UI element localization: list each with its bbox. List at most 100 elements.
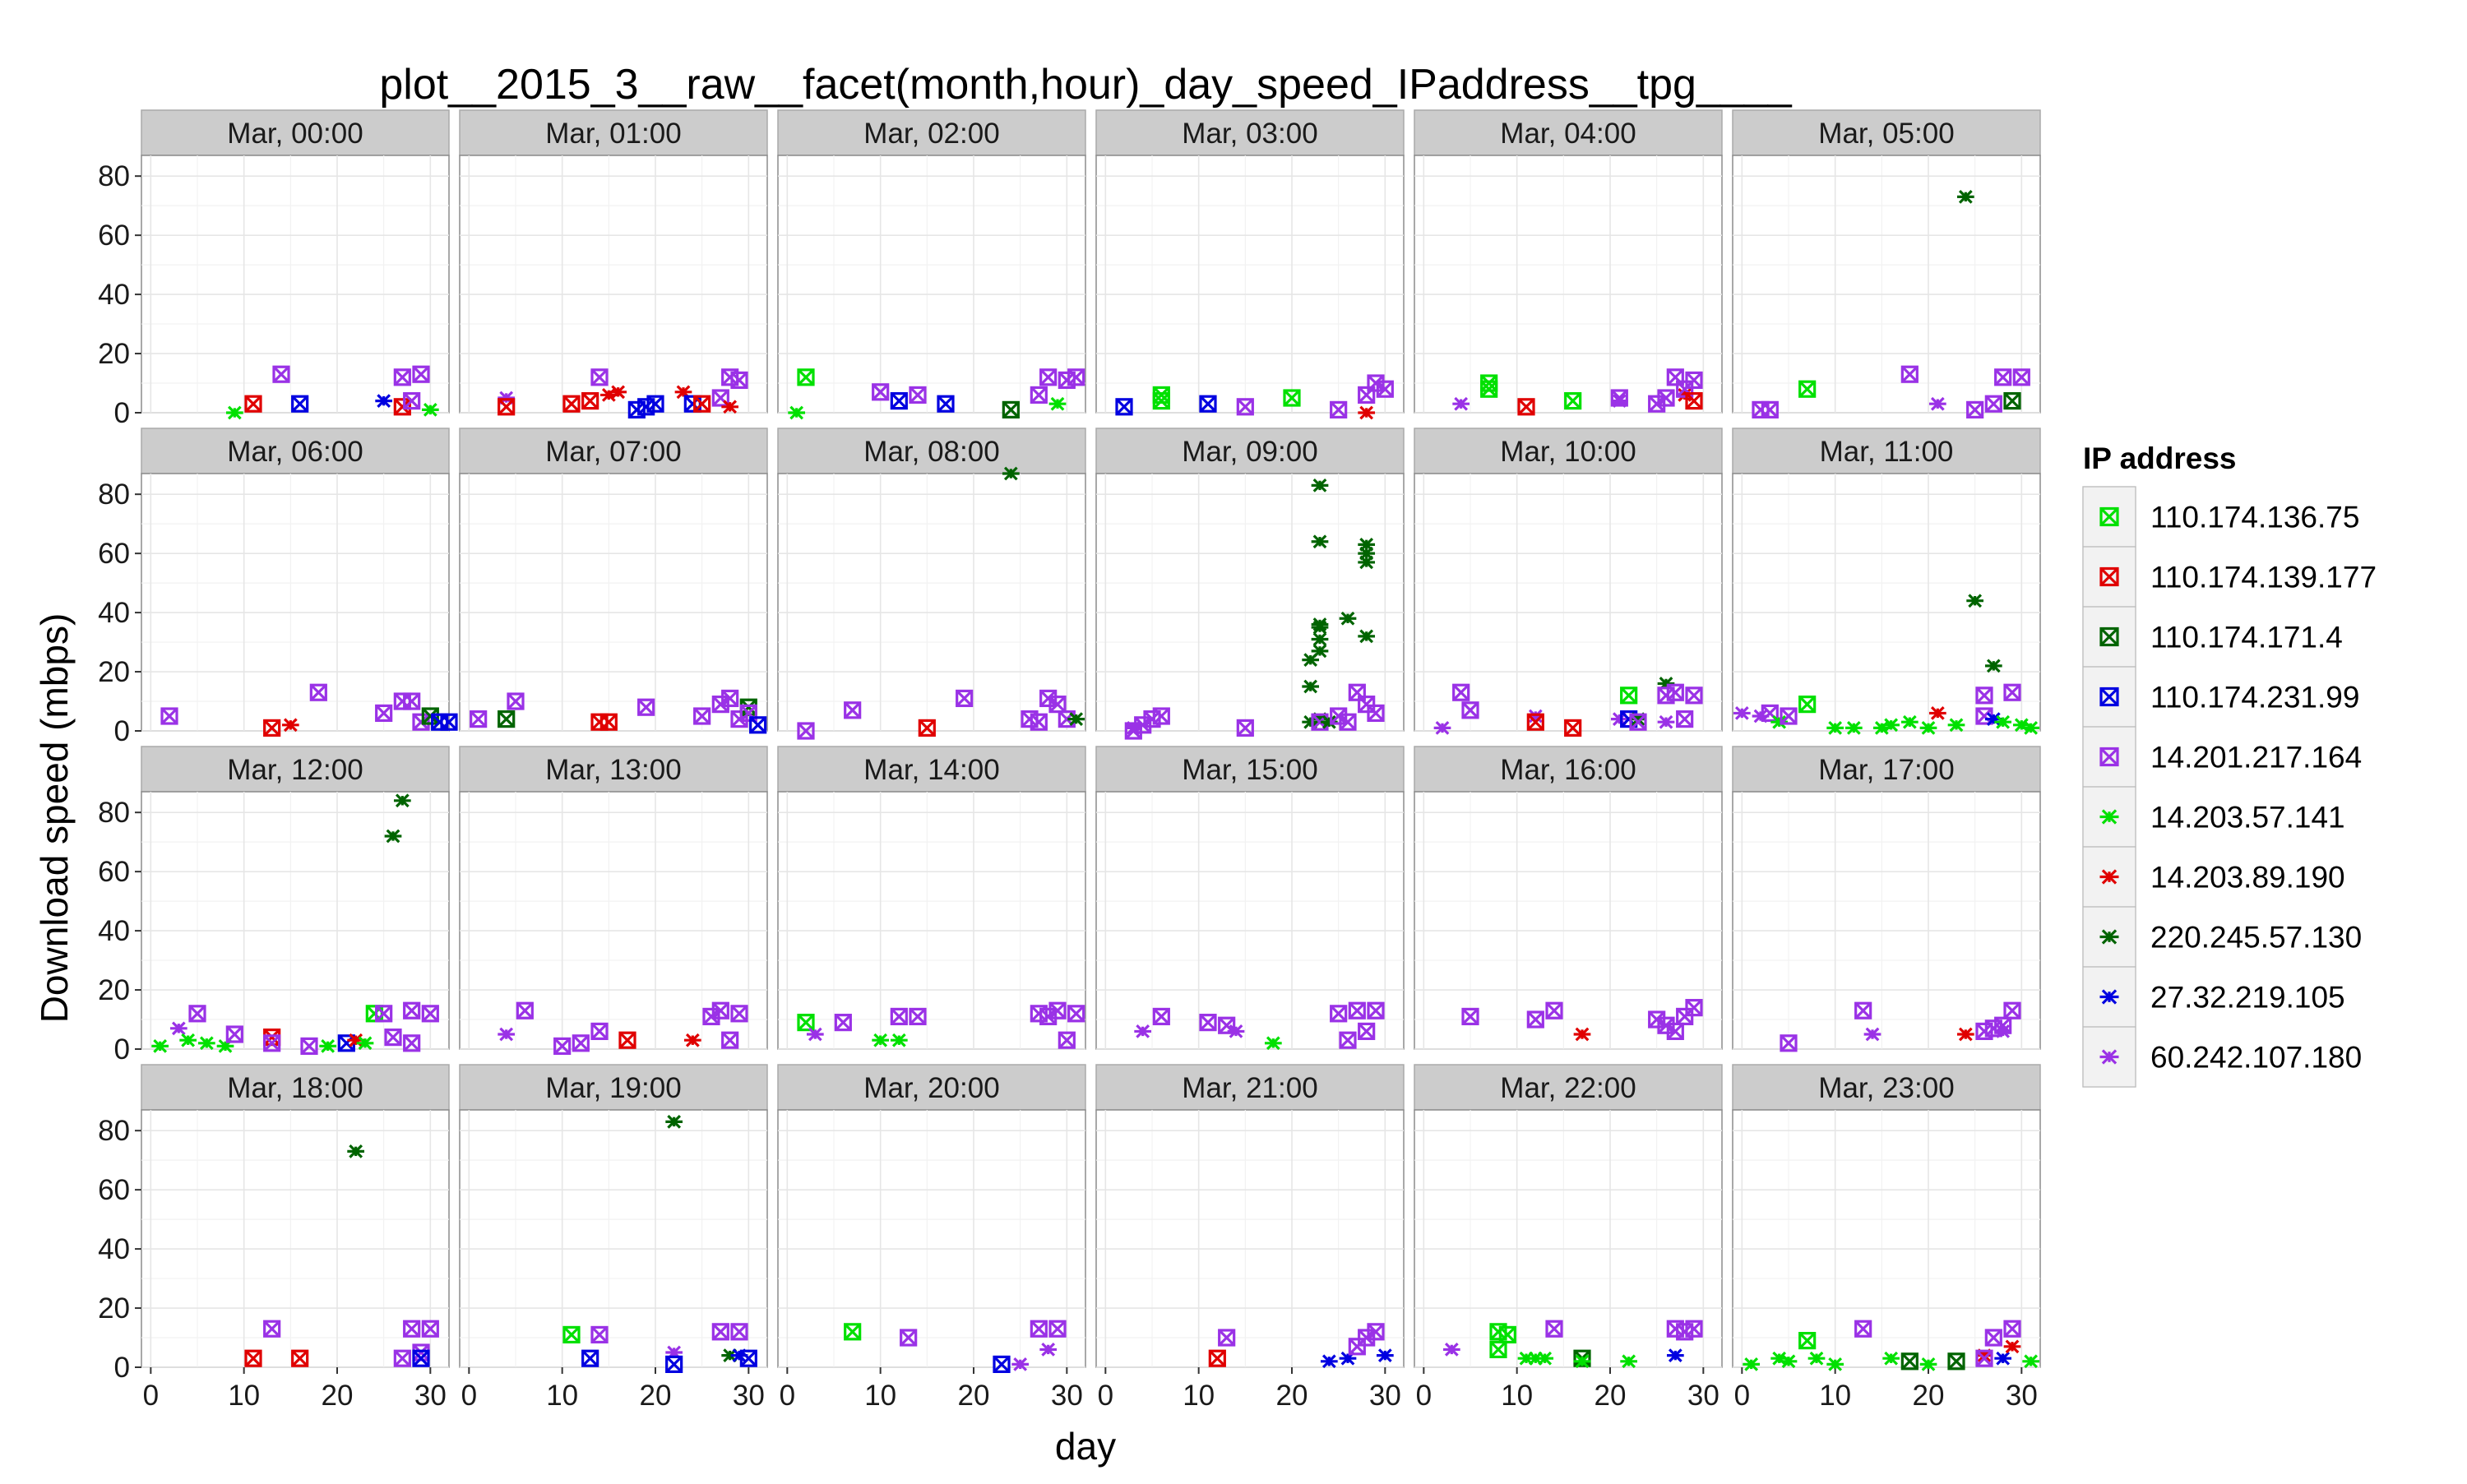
data-point: [1666, 1022, 1684, 1041]
x-tick-label: 0: [1098, 1380, 1113, 1412]
data-point: [1311, 534, 1329, 549]
facet-panel: Mar, 07:00: [459, 428, 768, 734]
data-point: [2003, 1339, 2021, 1354]
data-point: [225, 1025, 243, 1043]
data-point: [1039, 1343, 1058, 1357]
data-point: [1928, 706, 1946, 720]
data-point: [890, 392, 908, 410]
data-point: [1067, 1005, 1085, 1023]
legend-key: [2082, 966, 2136, 1028]
data-point: [562, 1325, 581, 1344]
facet-strip: [1732, 428, 2041, 474]
data-point: [300, 1037, 318, 1056]
x-tick-label: 20: [1595, 1380, 1627, 1412]
data-point: [1376, 1348, 1394, 1362]
data-point: [1358, 1329, 1376, 1347]
data-point: [693, 707, 711, 725]
data-point: [721, 689, 739, 708]
data-point: [151, 1039, 169, 1053]
data-point: [646, 395, 664, 413]
data-point: [683, 1033, 701, 1047]
y-tick-label: 80: [98, 478, 130, 511]
data-point: [1480, 374, 1498, 392]
data-point: [1573, 1027, 1591, 1042]
data-point: [2003, 683, 2021, 701]
data-point: [1461, 701, 1479, 719]
data-point: [1798, 696, 1817, 714]
data-point: [1048, 1320, 1067, 1338]
data-point: [393, 398, 411, 416]
data-point: [2012, 368, 2030, 386]
data-point: [1844, 721, 1863, 735]
data-point: [498, 710, 516, 728]
data-point: [739, 1349, 757, 1367]
panel-background: [459, 155, 768, 414]
y-tick-label: 80: [98, 1115, 130, 1147]
data-point: [1536, 1351, 1554, 1366]
x-tick-label: 30: [1051, 1380, 1083, 1412]
data-point: [1058, 1031, 1076, 1049]
data-point: [470, 710, 488, 728]
data-point: [1807, 1351, 1826, 1366]
data-point: [421, 707, 439, 725]
x-tick-label: 20: [958, 1380, 990, 1412]
y-tick-label: 40: [98, 597, 130, 629]
data-point: [1564, 719, 1582, 737]
data-point: [1489, 1340, 1507, 1359]
data-point: [507, 692, 525, 710]
data-point: [1685, 687, 1703, 705]
facet-strip: [459, 109, 768, 156]
data-point: [890, 1033, 908, 1047]
facet-panel: Mar, 14:00: [777, 746, 1086, 1050]
data-point: [1320, 1354, 1338, 1369]
data-point: [2022, 721, 2040, 735]
data-point: [1956, 1027, 1974, 1042]
y-tick-label: 0: [114, 397, 130, 429]
facet-panel: Mar, 01:00: [459, 109, 768, 419]
panel-background: [459, 473, 768, 732]
data-point: [2003, 1001, 2021, 1019]
y-tick-label: 60: [98, 538, 130, 570]
data-point: [1657, 1016, 1675, 1034]
facet-panel: Mar, 08:00: [777, 428, 1086, 740]
facet-panel: Mar, 20:00 0 10 20 30: [777, 1064, 1086, 1412]
data-point: [2003, 1320, 2021, 1338]
facet-label: Mar, 20:00: [863, 1072, 999, 1104]
data-point: [1152, 707, 1170, 725]
legend-symbol: [2099, 747, 2119, 767]
facet-panel: Mar, 18:00 0 20 40 60 80 0 10 20 30: [98, 1064, 450, 1412]
facet-panel: Mar, 06:00 0 20 40 60 80: [98, 428, 458, 747]
data-point: [1236, 719, 1254, 737]
data-point: [1461, 1007, 1479, 1026]
data-point: [721, 400, 739, 414]
data-point: [1994, 368, 2012, 386]
data-point: [721, 1031, 739, 1049]
data-point: [702, 1007, 720, 1026]
x-tick-label: 10: [1183, 1380, 1215, 1412]
data-point: [1030, 1320, 1048, 1338]
facet-panel: Mar, 02:00: [777, 109, 1086, 420]
data-point: [1339, 713, 1357, 731]
data-point: [730, 371, 748, 390]
panel-background: [777, 155, 1086, 414]
data-point: [609, 385, 627, 400]
data-point: [1339, 1031, 1357, 1049]
data-point: [375, 704, 393, 723]
data-point: [1358, 405, 1376, 420]
panel-background: [141, 155, 450, 414]
y-tick-label: 40: [98, 915, 130, 947]
data-point: [1134, 716, 1152, 734]
chart-title: plot__2015_3__raw__facet(month,hour)_day…: [379, 61, 1792, 109]
data-point: [900, 1329, 918, 1347]
data-point: [403, 1034, 421, 1052]
facet-panel: Mar, 12:00 0 20 40 60 80: [98, 746, 450, 1066]
legend-label: 220.245.57.130: [2150, 921, 2362, 955]
data-point: [1452, 683, 1470, 701]
data-point: [1236, 398, 1254, 416]
data-point: [421, 1320, 439, 1338]
data-point: [1545, 1001, 1563, 1019]
data-point: [1564, 392, 1582, 410]
data-point: [590, 1325, 609, 1344]
data-point: [403, 692, 421, 710]
facets: Mar, 00:00 0 20 40 60 80 Mar, 01:00 Mar, 02:00 M…: [98, 109, 2041, 1412]
